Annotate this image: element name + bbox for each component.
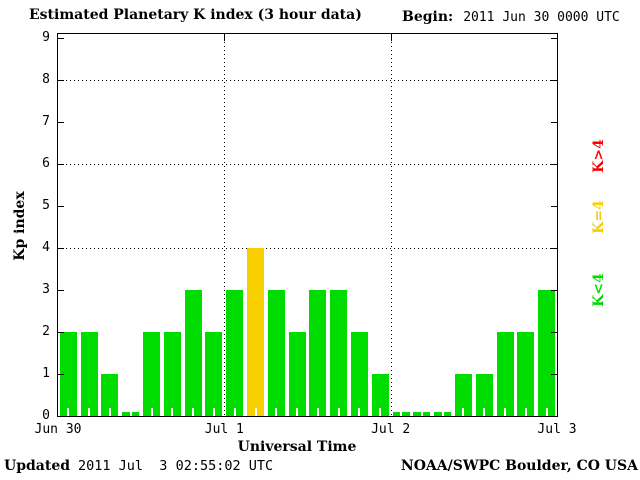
x-axis-tick — [212, 408, 215, 416]
begin-label: Begin: — [402, 9, 454, 25]
kp-bar — [101, 374, 119, 416]
begin-row: Begin: 2011 Jun 30 0000 UTC — [402, 9, 620, 25]
y-tick-label: 1 — [42, 366, 50, 381]
x-axis-tick — [504, 408, 507, 416]
kp-bar — [143, 332, 161, 416]
x-axis-tick — [67, 408, 70, 416]
kp-bar — [288, 332, 306, 416]
x-axis-tick — [337, 408, 340, 416]
y-axis-tick — [58, 122, 64, 123]
x-axis-tick — [254, 408, 257, 416]
x-axis-tick — [88, 408, 91, 416]
legend-item: K<4 — [591, 273, 607, 307]
y-axis-tick — [551, 248, 557, 249]
kp-bar — [475, 374, 493, 416]
kp-bar — [330, 290, 348, 416]
y-axis-tick — [58, 164, 64, 165]
y-axis-tick — [551, 80, 557, 81]
kp-bar — [205, 332, 223, 416]
y-axis-tick — [551, 374, 557, 375]
x-axis-tick — [420, 408, 423, 416]
y-axis-tick — [58, 248, 64, 249]
kp-bar — [309, 290, 327, 416]
x-axis-title: Universal Time — [237, 439, 357, 455]
y-axis-title: Kp index — [12, 191, 28, 261]
x-tick-label: Jun 30 — [34, 422, 82, 437]
gridline-y — [58, 248, 557, 249]
x-axis-tick — [524, 408, 527, 416]
y-axis-tick — [551, 332, 557, 333]
x-axis-tick — [129, 408, 132, 416]
kp-bar — [454, 374, 472, 416]
top-axis-tick — [390, 34, 392, 41]
gridline-x — [390, 34, 392, 416]
x-axis-tick — [233, 408, 236, 416]
x-axis-tick — [192, 408, 195, 416]
y-tick-label: 5 — [42, 198, 50, 213]
y-tick-label: 7 — [42, 114, 50, 129]
gridline-y — [58, 164, 557, 165]
kp-bar — [184, 290, 202, 416]
x-axis-tick — [316, 408, 319, 416]
updated-label: Updated — [4, 458, 71, 474]
x-axis-tick — [545, 408, 548, 416]
x-tick-label: Jul 3 — [537, 422, 577, 437]
y-axis-tick — [551, 290, 557, 291]
kp-bar — [59, 332, 77, 416]
y-axis-tick — [551, 164, 557, 165]
y-tick-label: 6 — [42, 156, 50, 171]
kp-bar — [350, 332, 368, 416]
x-axis-tick — [379, 408, 382, 416]
x-axis-tick — [483, 408, 486, 416]
y-axis-tick — [58, 374, 64, 375]
kp-bar — [267, 290, 285, 416]
x-tick-label: Jul 2 — [371, 422, 411, 437]
kp-bar — [80, 332, 98, 416]
x-axis-tick — [275, 408, 278, 416]
x-axis-tick — [150, 408, 153, 416]
kp-bar — [163, 332, 181, 416]
kp-bar — [517, 332, 535, 416]
gridline-y — [58, 80, 557, 81]
x-axis-tick — [171, 408, 174, 416]
updated-value: 2011 Jul 3 02:55:02 UTC — [78, 458, 274, 474]
y-tick-label: 0 — [42, 408, 50, 423]
y-tick-label: 2 — [42, 324, 50, 339]
y-tick-label: 9 — [42, 30, 50, 45]
y-axis-tick — [551, 206, 557, 207]
begin-value: 2011 Jun 30 0000 UTC — [463, 10, 620, 25]
y-axis-tick — [58, 332, 64, 333]
x-axis-tick — [441, 408, 444, 416]
kp-bar — [496, 332, 514, 416]
x-tick-label: Jul 1 — [204, 422, 244, 437]
x-axis-tick — [296, 408, 299, 416]
kp-bar — [371, 374, 389, 416]
y-axis-tick — [551, 122, 557, 123]
chart-title: Estimated Planetary K index (3 hour data… — [29, 7, 362, 23]
x-axis-tick — [108, 408, 111, 416]
kp-bar — [538, 290, 556, 416]
x-axis-tick — [462, 408, 465, 416]
plot-area — [57, 33, 558, 417]
x-axis-tick — [400, 408, 403, 416]
y-tick-label: 4 — [42, 240, 50, 255]
y-axis-tick — [58, 290, 64, 291]
legend-item: K>4 — [591, 139, 607, 173]
top-axis-tick — [224, 34, 226, 41]
y-axis-tick — [58, 38, 64, 39]
y-tick-label: 8 — [42, 72, 50, 87]
y-axis-tick — [58, 80, 64, 81]
y-tick-label: 3 — [42, 282, 50, 297]
x-axis-tick — [358, 408, 361, 416]
updated-text: Updated 2011 Jul 3 02:55:02 UTC — [4, 458, 273, 474]
gridline-x — [224, 34, 226, 416]
y-axis-tick — [58, 206, 64, 207]
credit: NOAA/SWPC Boulder, CO USA — [400, 458, 638, 474]
y-axis-tick — [551, 38, 557, 39]
legend-item: K=4 — [591, 200, 607, 234]
kp-bar — [226, 290, 244, 416]
kp-bar — [247, 248, 265, 416]
